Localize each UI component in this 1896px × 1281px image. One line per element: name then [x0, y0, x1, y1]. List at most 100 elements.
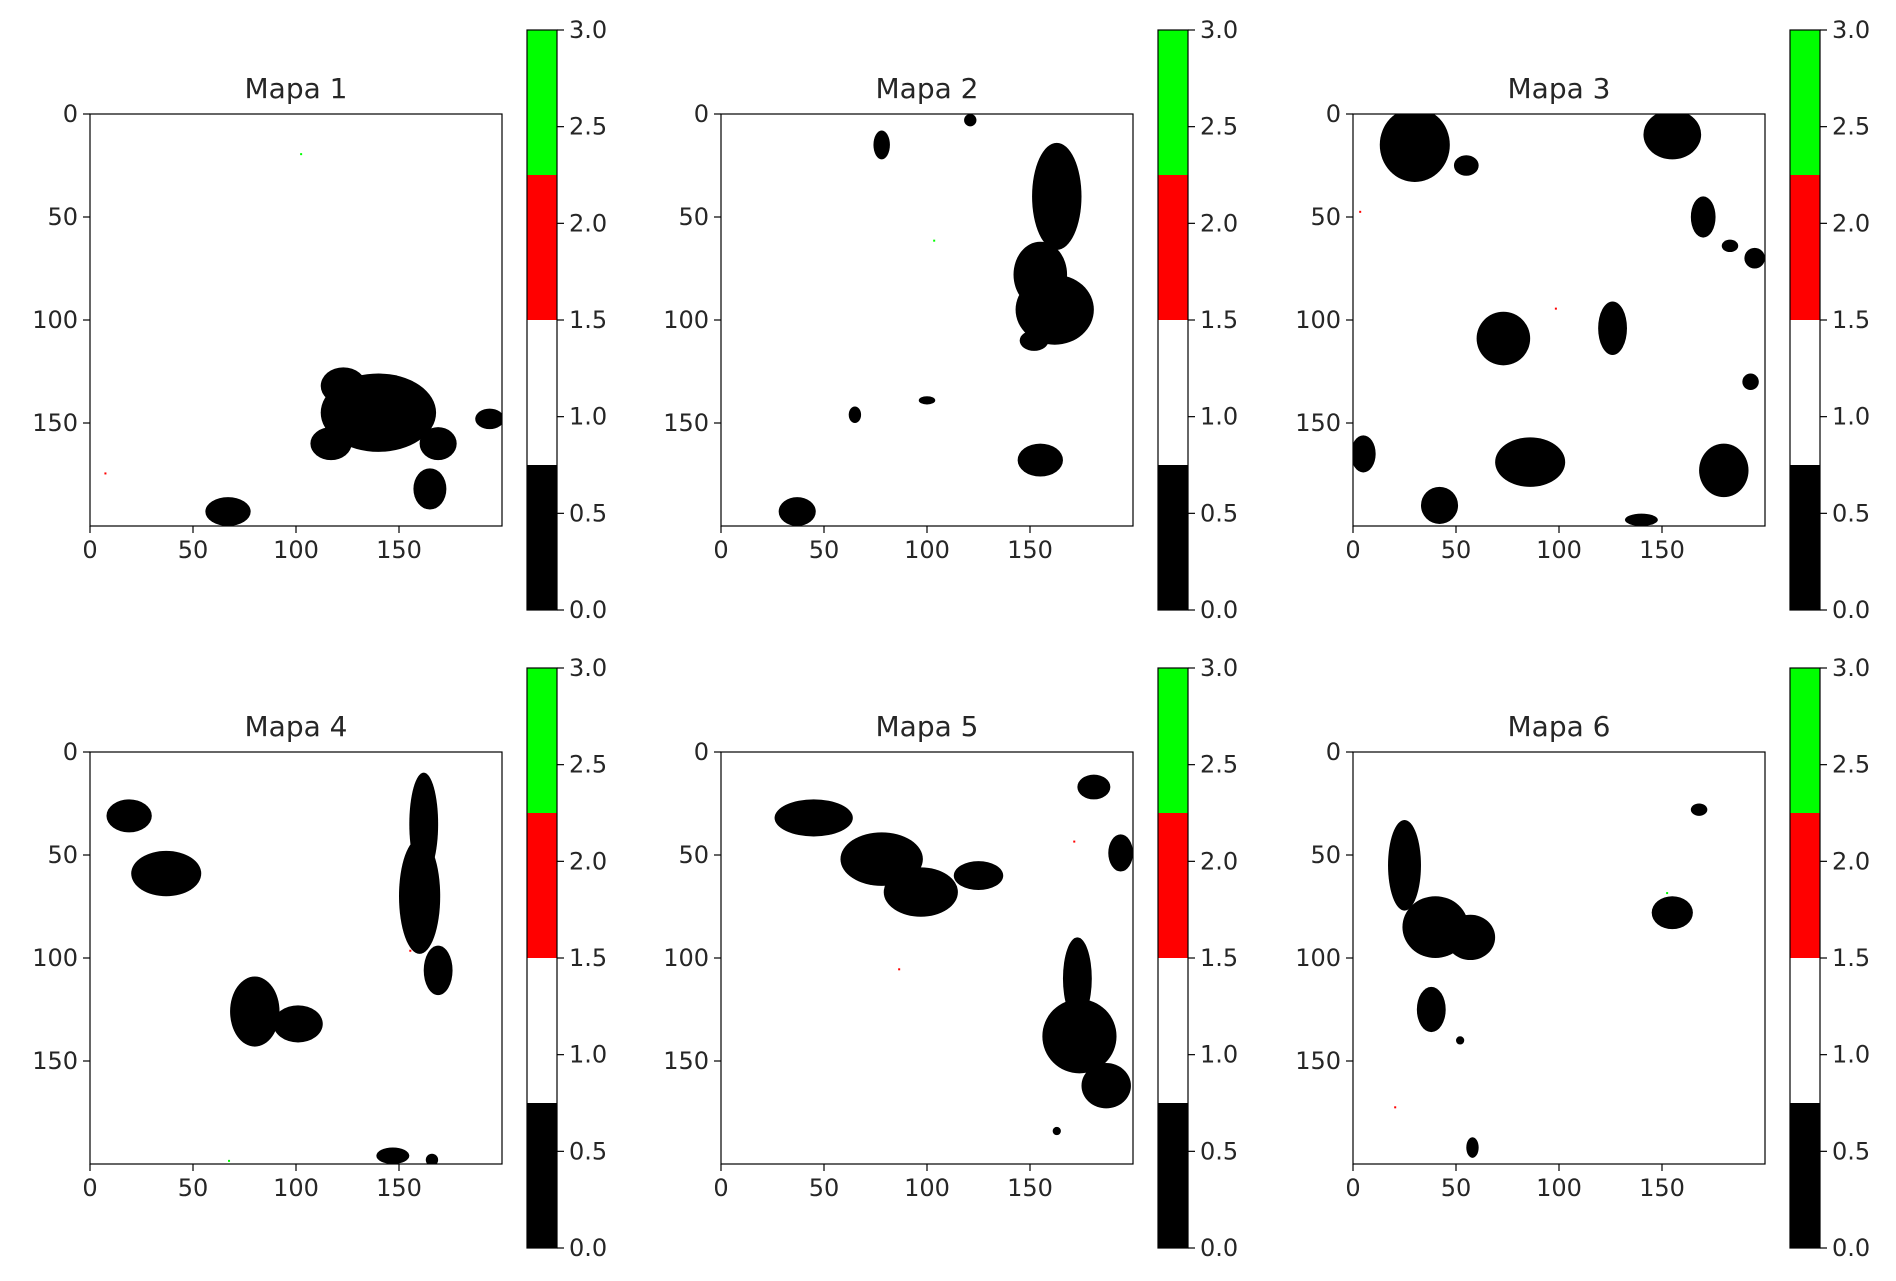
region-value-0: [873, 130, 890, 160]
y-tick-label: 0: [1326, 738, 1341, 766]
x-tick-label: 0: [713, 536, 728, 564]
colorbar: 0.0 0.5 1.0 1.5 2.0 2.5 3.0: [1157, 16, 1238, 624]
pixel-value-2: [1554, 307, 1557, 310]
colorbar-tick-label: 2.5: [1200, 751, 1238, 779]
colorbar-tick-label: 1.0: [1200, 403, 1238, 431]
subplot-2: Mapa 2 0 50 100 150 0 50 100 150 0.0 0.5 1.0 1.5 2.0 2…: [663, 16, 1238, 624]
region-value-0: [1744, 247, 1765, 269]
x-tick-label: 0: [713, 1174, 728, 1202]
x-tick-label: 100: [1536, 1174, 1582, 1202]
x-tick-label: 100: [904, 536, 950, 564]
y-tick-label: 0: [694, 100, 709, 128]
colorbar-tick-label: 1.0: [569, 1041, 607, 1069]
colorbar-segment: [1158, 668, 1188, 813]
map-regions: [1353, 114, 1765, 526]
y-tick-label: 150: [663, 409, 709, 437]
pixel-value-2: [409, 949, 412, 952]
x-tick-label: 0: [1345, 1174, 1360, 1202]
colorbar-segment: [527, 175, 557, 320]
region-value-0: [1015, 274, 1094, 345]
colorbar-tick-label: 1.0: [1832, 1041, 1870, 1069]
colorbar-segment: [1158, 958, 1188, 1103]
y-tick-label: 100: [1295, 944, 1341, 972]
region-value-0: [1388, 819, 1421, 911]
x-tick-label: 150: [1639, 536, 1685, 564]
colorbar-segment: [1158, 320, 1188, 465]
colorbar-segment: [1158, 30, 1188, 175]
region-value-0: [918, 396, 936, 405]
colorbar-tick-label: 0.5: [1832, 499, 1870, 527]
subplot-1: Mapa 1 0 50 100 150 0 50 100 150 0.0 0.5 1.0 1.5 2.0 2…: [32, 16, 607, 624]
colorbar: 0.0 0.5 1.0 1.5 2.0 2.5 3.0: [526, 16, 607, 624]
colorbar: 0.0 0.5 1.0 1.5 2.0 2.5 3.0: [526, 654, 607, 1262]
colorbar-segment: [1790, 320, 1820, 465]
x-tick-label: 150: [1007, 1174, 1053, 1202]
region-value-0: [205, 497, 251, 526]
colorbar-tick-label: 2.5: [1200, 113, 1238, 141]
region-value-0: [1690, 196, 1716, 238]
x-tick-label: 50: [809, 536, 840, 564]
colorbar: 0.0 0.5 1.0 1.5 2.0 2.5 3.0: [1789, 654, 1870, 1262]
region-value-0: [1353, 435, 1376, 473]
y-tick-label: 100: [1295, 306, 1341, 334]
region-value-0: [1379, 114, 1450, 182]
map-regions: [104, 153, 502, 526]
y-tick-label: 50: [47, 203, 78, 231]
colorbar-segment: [527, 668, 557, 813]
colorbar-tick-label: 2.0: [1200, 209, 1238, 237]
colorbar-segment: [1790, 813, 1820, 958]
colorbar-tick-label: 1.5: [569, 944, 607, 972]
colorbar-segment: [1790, 1103, 1820, 1248]
y-tick-label: 50: [678, 841, 709, 869]
region-value-0: [964, 114, 977, 127]
region-value-0: [425, 1153, 439, 1164]
map-regions: [1388, 803, 1708, 1158]
region-value-0: [399, 838, 441, 954]
region-value-0: [273, 1005, 323, 1043]
colorbar-tick-label: 0.5: [569, 1137, 607, 1165]
region-value-0: [376, 1147, 410, 1164]
colorbar-segment: [527, 813, 557, 958]
pixel-value-3: [300, 153, 303, 156]
region-value-0: [413, 468, 447, 510]
subplot-6: Mapa 6 0 50 100 150 0 50 100 150 0.0 0.5 1.0 1.5 2.0 2…: [1295, 654, 1870, 1262]
y-tick-label: 100: [663, 306, 709, 334]
subplot-title: Mapa 1: [245, 72, 348, 105]
x-tick-label: 0: [82, 536, 97, 564]
y-tick-label: 0: [1326, 100, 1341, 128]
x-tick-label: 150: [376, 536, 422, 564]
y-tick-label: 0: [63, 100, 78, 128]
region-value-0: [1445, 914, 1496, 961]
region-value-0: [774, 799, 853, 837]
y-tick-label: 100: [32, 944, 78, 972]
colorbar-segment: [1158, 1103, 1188, 1248]
colorbar-tick-label: 0.0: [569, 1234, 607, 1262]
x-tick-label: 150: [376, 1174, 422, 1202]
region-value-0: [778, 497, 816, 526]
colorbar-tick-label: 1.5: [569, 306, 607, 334]
region-value-0: [310, 427, 352, 461]
region-value-0: [1416, 986, 1446, 1033]
x-tick-label: 0: [82, 1174, 97, 1202]
colorbar-segment: [1790, 668, 1820, 813]
colorbar-tick-label: 2.0: [1832, 209, 1870, 237]
y-tick-label: 50: [47, 841, 78, 869]
region-value-0: [1420, 486, 1459, 524]
colorbar-tick-label: 3.0: [569, 16, 607, 44]
y-tick-label: 50: [1310, 203, 1341, 231]
colorbar-tick-label: 0.5: [1832, 1137, 1870, 1165]
colorbar-tick-label: 3.0: [569, 654, 607, 682]
region-value-0: [848, 406, 862, 424]
subplot-4: Mapa 4 0 50 100 150 0 50 100 150 0.0 0.5 1.0 1.5 2.0 2…: [32, 654, 607, 1262]
x-tick-label: 100: [273, 1174, 319, 1202]
x-tick-label: 0: [1345, 536, 1360, 564]
colorbar-segment: [1158, 813, 1188, 958]
colorbar-tick-label: 2.5: [569, 113, 607, 141]
region-value-0: [1108, 834, 1133, 872]
region-value-0: [1476, 311, 1531, 366]
y-tick-label: 50: [1310, 841, 1341, 869]
colorbar-segment: [527, 958, 557, 1103]
colorbar-tick-label: 0.0: [1200, 1234, 1238, 1262]
region-value-0: [1598, 301, 1627, 356]
colorbar-tick-label: 2.5: [569, 751, 607, 779]
